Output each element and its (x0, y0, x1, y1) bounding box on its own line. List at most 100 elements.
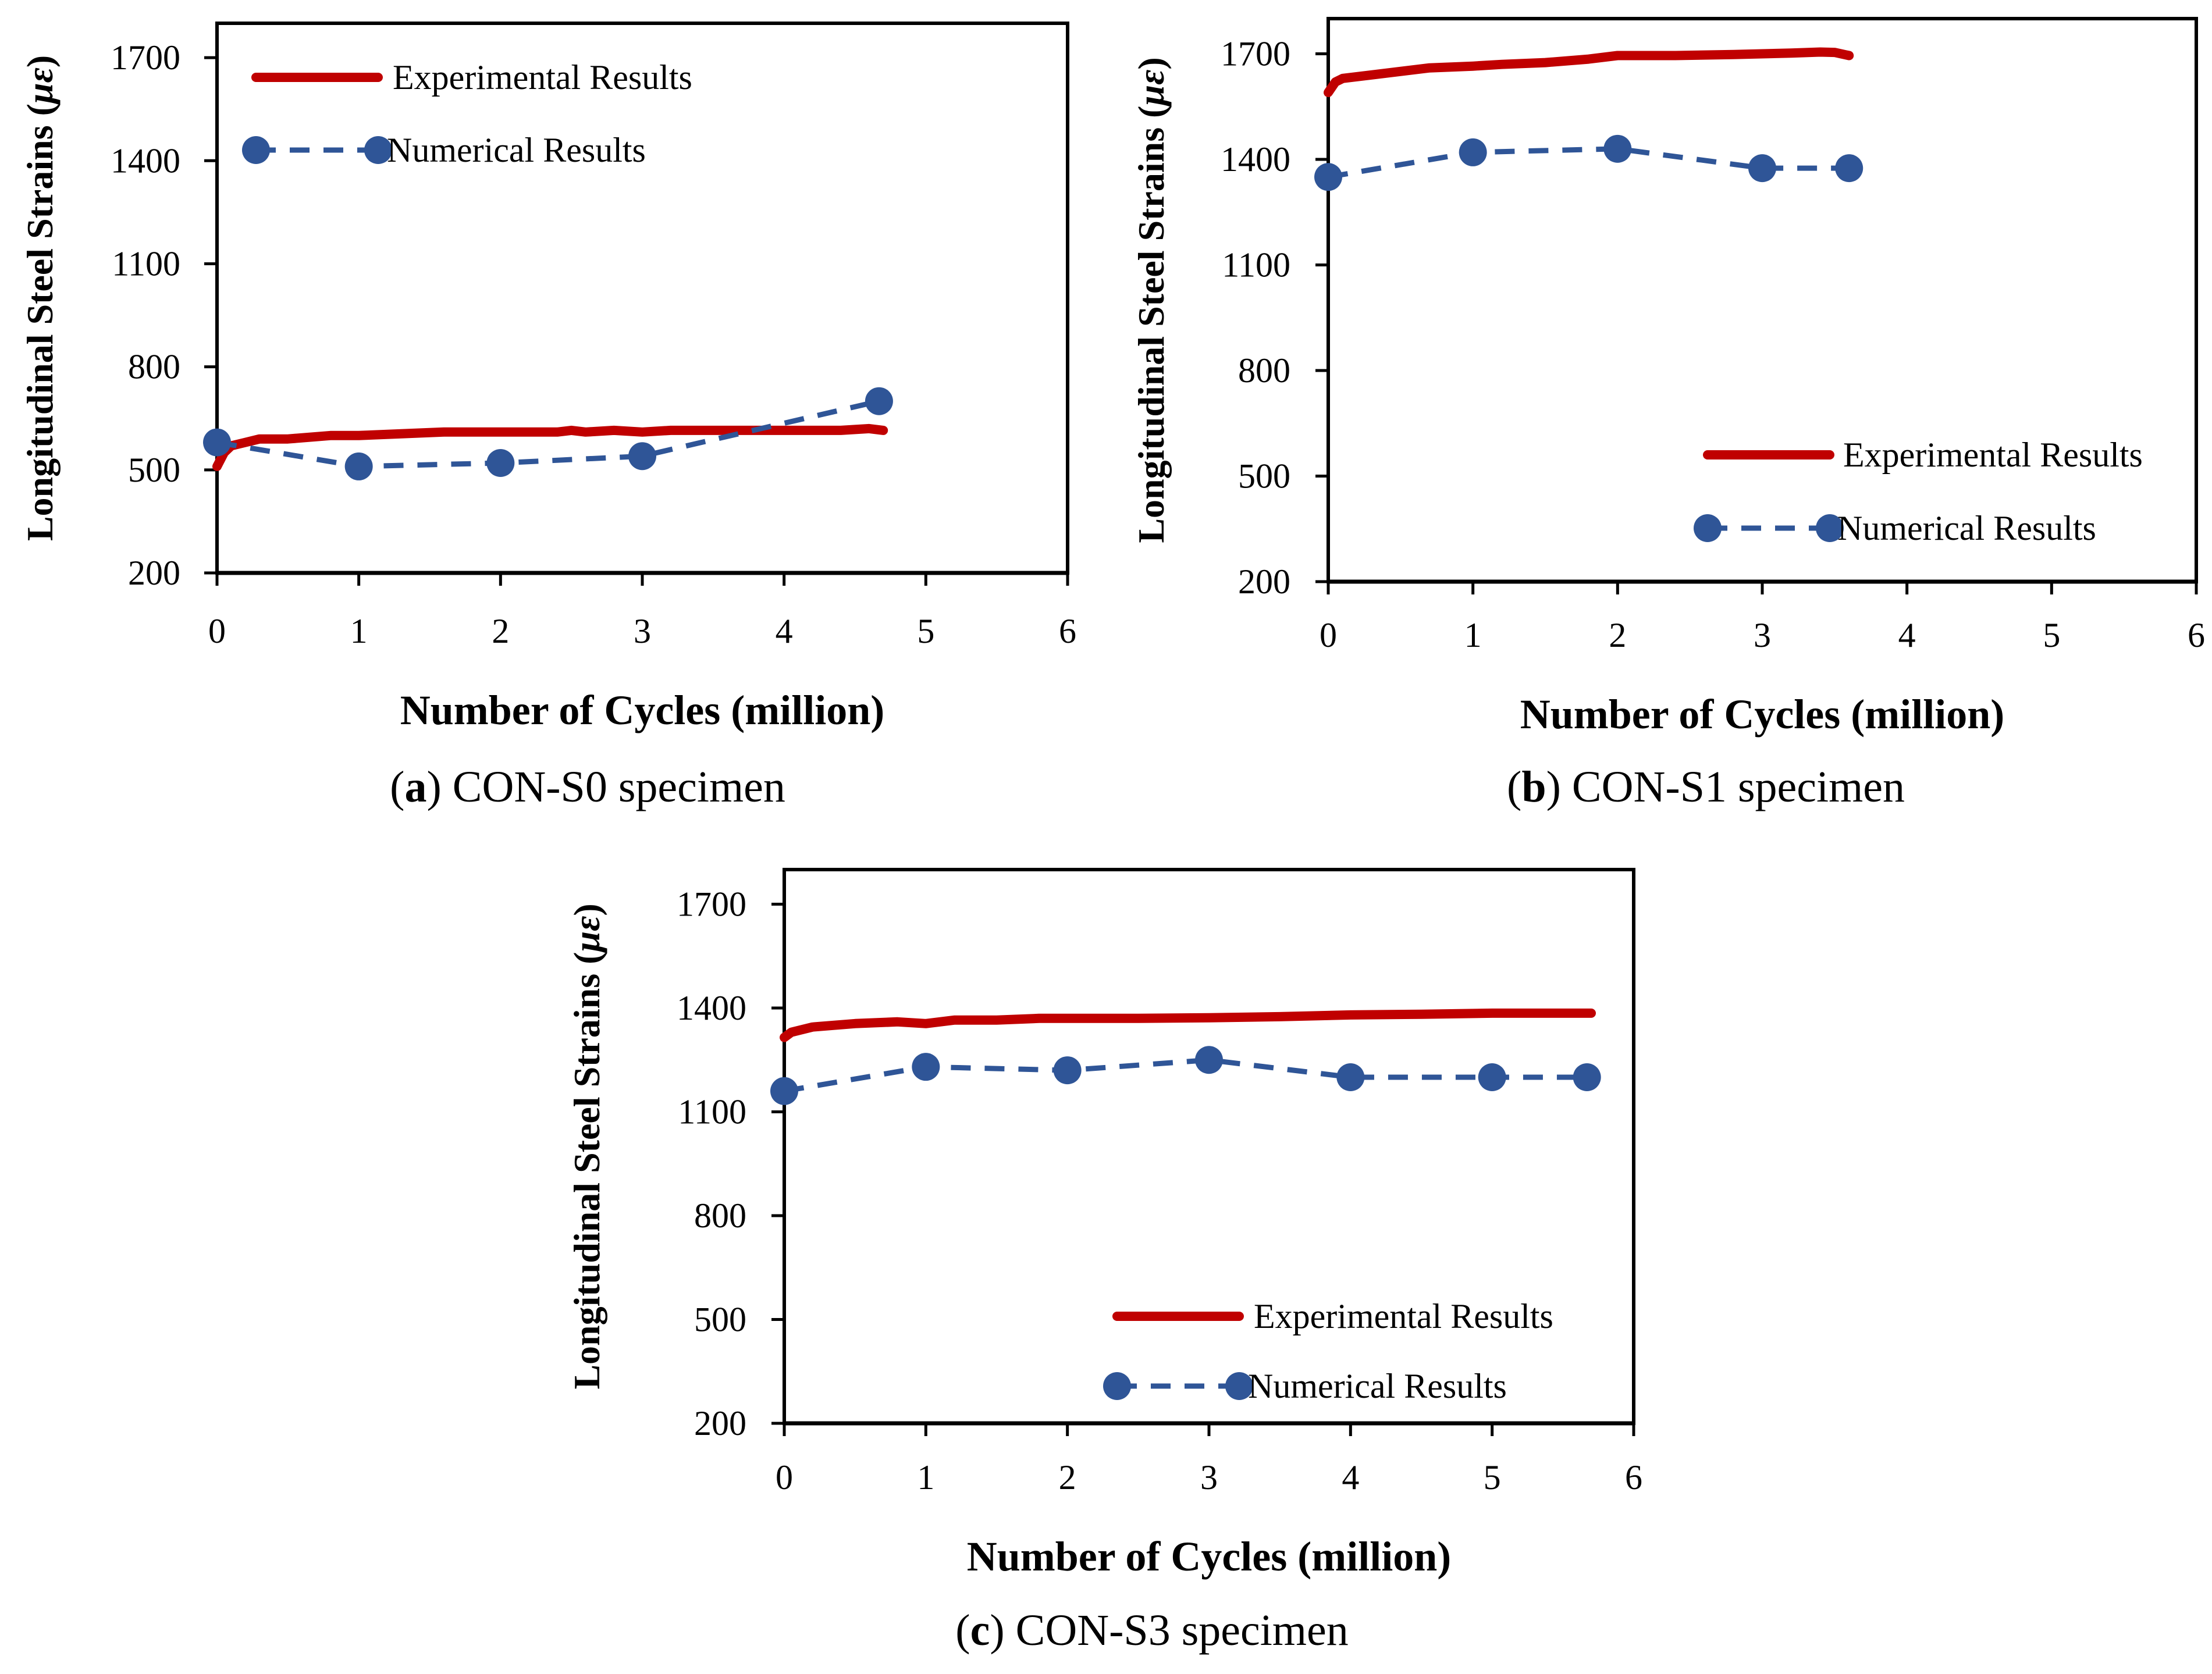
x-axis-title: Number of Cycles (million) (967, 1533, 1452, 1580)
legend-marker-numerical (1225, 1372, 1253, 1400)
y-axis-title-main: Longitudinal Steel Strains ( (1130, 106, 1172, 543)
x-tick-label: 1 (1464, 616, 1482, 654)
x-tick-label: 5 (2043, 616, 2060, 654)
y-axis-title-symbol: με (19, 67, 61, 105)
y-tick-label: 1400 (677, 989, 746, 1027)
y-tick-label: 800 (128, 348, 180, 386)
legend-marker-numerical (242, 136, 270, 164)
x-axis-title: Number of Cycles (million) (400, 687, 885, 733)
legend-label-numerical: Numerical Results (1248, 1367, 1507, 1405)
x-tick-label: 0 (776, 1458, 793, 1497)
data-point-numerical (865, 387, 893, 415)
x-tick-label: 3 (1200, 1458, 1218, 1497)
y-tick-label: 200 (1238, 562, 1290, 601)
data-point-numerical (1748, 154, 1776, 183)
legend-label-experimental: Experimental Results (1843, 436, 2143, 474)
x-tick-label: 5 (1484, 1458, 1501, 1497)
caption-paren-close: ) (426, 763, 452, 811)
legend-label-numerical: Numerical Results (387, 131, 646, 169)
caption-letter: b (1521, 763, 1546, 811)
legend-label-numerical: Numerical Results (1837, 509, 2096, 547)
legend-marker-numerical (364, 136, 392, 164)
y-axis-title-main: Longitudinal Steel Strains ( (566, 952, 607, 1390)
x-tick-label: 3 (1754, 616, 1771, 654)
x-tick-label: 6 (1625, 1458, 1642, 1497)
y-tick-label: 500 (128, 451, 180, 489)
data-point-numerical (1053, 1056, 1082, 1085)
data-point-numerical (1195, 1046, 1223, 1074)
legend: Experimental Results Numerical Results (1103, 1297, 1553, 1405)
x-tick-label: 5 (917, 612, 934, 650)
caption-letter: c (970, 1606, 990, 1655)
data-point-numerical (1835, 154, 1864, 183)
y-tick-label: 1400 (1221, 140, 1290, 179)
x-tick-label: 0 (1320, 616, 1337, 654)
data-point-numerical (203, 428, 231, 457)
chart-panel-b: 200 500 800 1100 1400 1700 0 1 2 3 4 5 6 Number of Cy… (1130, 17, 2205, 811)
x-tick-label: 4 (776, 612, 793, 650)
caption-paren-open: ( (1507, 763, 1521, 811)
x-tick-label: 2 (492, 612, 509, 650)
x-tick-label: 3 (634, 612, 651, 650)
y-axis-title-close: ) (1130, 57, 1172, 69)
caption-text: CON-S1 specimen (1572, 763, 1905, 811)
caption-text: CON-S0 specimen (453, 763, 785, 811)
x-tick-label: 4 (1342, 1458, 1359, 1497)
y-tick-label: 800 (694, 1196, 746, 1235)
y-tick-label: 1100 (678, 1093, 746, 1131)
y-axis-title: Longitudinal Steel Strains (με) (1130, 57, 1172, 543)
y-tick-label: 200 (128, 554, 180, 592)
panel-caption: (c) CON-S3 specimen (955, 1606, 1348, 1655)
data-point-numerical (770, 1077, 798, 1105)
legend-label-experimental: Experimental Results (1254, 1297, 1553, 1335)
y-axis-title-main: Longitudinal Steel Strains ( (19, 104, 61, 541)
plot-area-frame (783, 868, 1635, 1425)
data-point-numerical (344, 452, 373, 480)
y-axis-title: Longitudinal Steel Strains (με) (566, 903, 607, 1389)
y-axis-title-symbol: με (566, 916, 607, 954)
legend-marker-numerical (1816, 514, 1844, 542)
y-tick-label: 800 (1238, 351, 1290, 390)
y-axis-title-symbol: με (1130, 70, 1172, 108)
caption-paren-close: ) (1546, 763, 1572, 811)
data-point-numerical (912, 1053, 940, 1081)
series-line-experimental (780, 1008, 1596, 1042)
y-tick-label: 1700 (1221, 35, 1290, 73)
series-line-numerical (784, 1057, 1587, 1094)
y-axis-title-close: ) (19, 55, 61, 67)
data-point-numerical (1478, 1063, 1506, 1091)
x-tick-label: 1 (350, 612, 368, 650)
x-axis-title: Number of Cycles (million) (1520, 691, 2005, 738)
panel-caption: (a) CON-S0 specimen (390, 763, 785, 811)
y-tick-label: 1700 (677, 885, 746, 924)
chart-panel-a: 200 500 800 1100 1400 1700 0 1 2 3 4 5 6 Number of Cy… (19, 22, 1076, 811)
data-point-numerical (486, 449, 515, 477)
legend: Experimental Results Numerical Results (1694, 436, 2143, 547)
data-point-numerical (1336, 1063, 1365, 1091)
legend: Experimental Results Numerical Results (242, 58, 692, 169)
plot-area-frame (1327, 17, 2198, 583)
plot-area-frame (215, 22, 1069, 575)
y-axis-title-close: ) (566, 903, 607, 916)
data-point-numerical (628, 442, 656, 471)
y-tick-label: 1100 (112, 244, 180, 283)
legend-label-experimental: Experimental Results (393, 58, 692, 97)
y-tick-label: 1400 (111, 141, 180, 180)
y-tick-label: 1700 (111, 38, 180, 77)
data-point-numerical (1314, 163, 1342, 191)
y-tick-label: 200 (694, 1404, 746, 1443)
data-point-numerical (1573, 1063, 1601, 1091)
legend-marker-numerical (1103, 1372, 1131, 1400)
y-tick-label: 500 (694, 1301, 746, 1339)
x-tick-label: 2 (1059, 1458, 1076, 1497)
data-point-numerical (1603, 134, 1632, 163)
data-point-numerical (1459, 138, 1487, 166)
y-tick-label: 500 (1238, 457, 1290, 496)
caption-paren-open: ( (390, 763, 404, 811)
chart-panel-c: 200 500 800 1100 1400 1700 0 1 2 3 4 5 6 Number of Cy… (566, 868, 1642, 1655)
caption-paren-close: ) (990, 1606, 1015, 1655)
panel-caption: (b) CON-S1 specimen (1507, 763, 1905, 811)
caption-paren-open: ( (955, 1606, 970, 1655)
x-tick-label: 1 (917, 1458, 934, 1497)
caption-letter: a (404, 763, 426, 811)
